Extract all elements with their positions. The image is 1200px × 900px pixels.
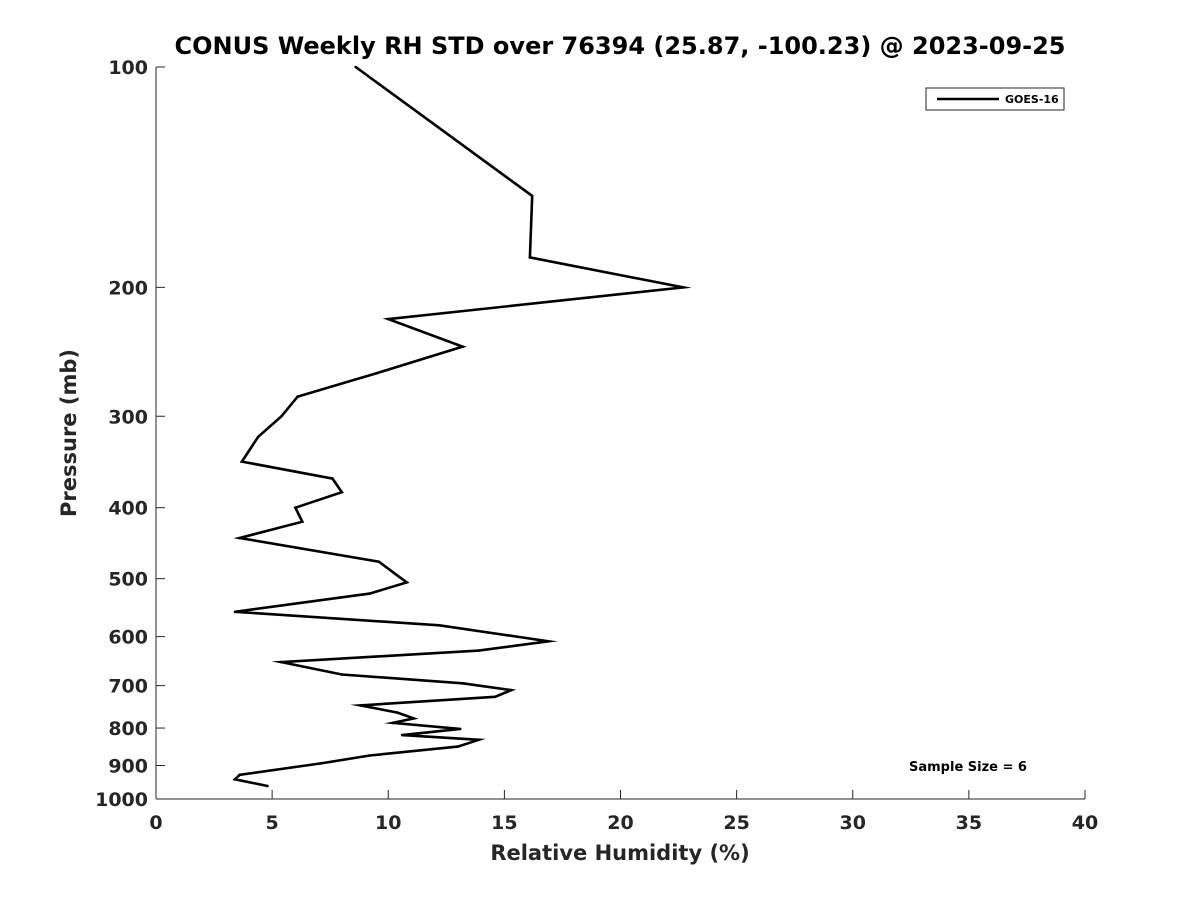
data-point: [493, 695, 497, 699]
data-point: [530, 194, 534, 198]
x-tick-label: 0: [149, 812, 162, 834]
legend-label-goes-16: GOES-16: [1005, 93, 1059, 106]
x-tick-label: 35: [956, 812, 982, 834]
data-point: [681, 286, 685, 289]
x-tick-label: 20: [607, 812, 633, 834]
data-point: [456, 745, 460, 748]
data-point: [375, 371, 378, 375]
data-point: [319, 762, 323, 765]
y-tick-label: 1000: [95, 789, 148, 811]
y-tick-label: 700: [108, 676, 148, 698]
x-tick-label: 10: [375, 812, 401, 834]
y-tick-label: 600: [108, 627, 148, 649]
series-line-goes-16: [232, 65, 692, 788]
y-ticks: 100 200 300 400 500 600 700 800 900 1000: [95, 57, 165, 811]
data-point: [391, 570, 395, 574]
data-point: [477, 649, 481, 652]
data-point: [387, 317, 390, 321]
x-tick-label: 30: [840, 812, 866, 834]
data-point: [266, 784, 269, 788]
legend: GOES-16: [925, 87, 1065, 111]
series-layer: [232, 65, 692, 788]
y-tick-label: 200: [108, 277, 148, 299]
y-tick-label: 800: [108, 718, 148, 740]
data-point: [477, 738, 481, 742]
x-tick-label: 40: [1072, 812, 1098, 834]
data-point: [412, 717, 416, 720]
data-point: [354, 65, 358, 69]
sample-size-annotation: Sample Size = 6: [909, 760, 1027, 775]
data-point: [391, 721, 395, 725]
data-point: [280, 415, 283, 418]
data-point: [256, 435, 260, 439]
data-point: [438, 624, 441, 627]
chart-title: CONUS Weekly RH STD over 76394 (25.87, -…: [174, 32, 1065, 60]
data-point: [296, 395, 300, 398]
data-point: [331, 477, 334, 480]
data-point: [301, 520, 304, 523]
x-tick-label: 15: [491, 812, 517, 834]
x-axis-label: Relative Humidity (%): [490, 841, 749, 865]
data-point: [396, 711, 399, 714]
data-point: [233, 778, 237, 781]
data-point: [238, 773, 241, 777]
data-point: [405, 581, 409, 584]
data-point: [340, 673, 344, 676]
data-point: [547, 640, 550, 643]
data-point: [400, 733, 404, 737]
data-point: [461, 682, 464, 685]
data-point: [510, 688, 513, 692]
data-point: [240, 460, 244, 463]
data-point: [280, 660, 283, 664]
y-tick-label: 300: [108, 406, 148, 428]
x-tick-label: 25: [723, 812, 749, 834]
y-tick-label: 500: [108, 569, 148, 591]
y-axis-label: Pressure (mb): [57, 349, 81, 517]
data-point: [461, 345, 464, 348]
data-point: [340, 490, 344, 494]
data-point: [238, 536, 241, 540]
data-point: [368, 592, 372, 595]
data-point: [294, 506, 297, 510]
data-point: [233, 610, 237, 614]
data-point: [368, 754, 372, 757]
data-point: [528, 256, 532, 259]
y-tick-label: 900: [108, 756, 148, 778]
y-tick-label: 100: [108, 57, 148, 79]
x-tick-label: 5: [266, 812, 279, 834]
x-ticks: 0 5 10 15 20 25 30 35 40: [149, 790, 1098, 834]
y-tick-label: 400: [108, 498, 148, 520]
data-point: [377, 560, 381, 563]
data-point: [458, 727, 462, 731]
data-point: [359, 704, 362, 707]
